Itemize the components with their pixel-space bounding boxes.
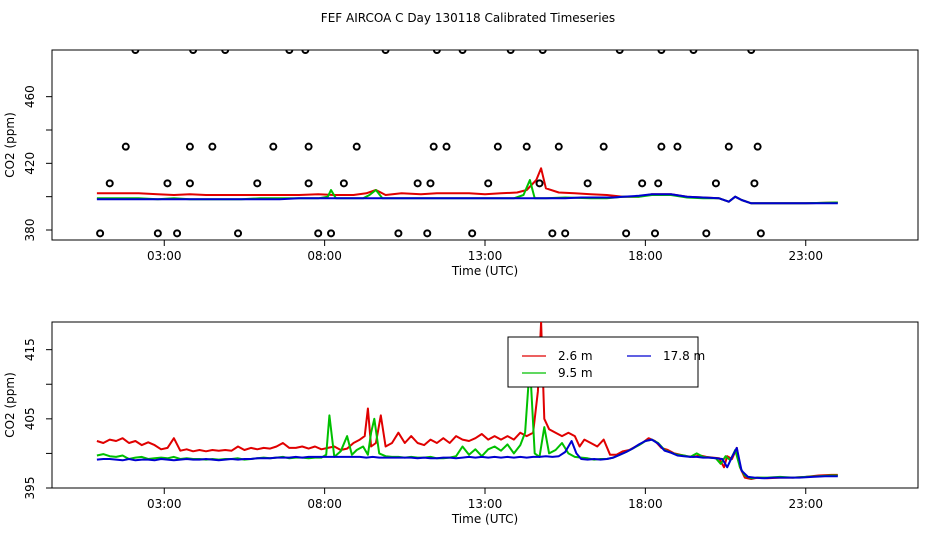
qc-point — [301, 50, 310, 54]
legend-label: 2.6 m — [558, 349, 593, 363]
qc-point — [304, 142, 313, 151]
x-tick-label: 03:00 — [147, 249, 182, 263]
qc-point — [673, 142, 682, 151]
x-tick-label: 08:00 — [307, 497, 342, 511]
figure-title: FEF AIRCOA C Day 130118 Calibrated Times… — [321, 11, 615, 25]
qc-point — [352, 142, 361, 151]
qc-point — [381, 50, 390, 54]
qc-point — [285, 50, 294, 54]
qc-point — [702, 229, 711, 238]
qc-point — [221, 50, 230, 54]
qc-point — [638, 179, 647, 188]
qc-point — [432, 50, 441, 54]
qc-point — [650, 229, 659, 238]
y-tick-label: 395 — [23, 477, 37, 500]
qc-point — [304, 179, 313, 188]
qc-point — [615, 50, 624, 54]
qc-point — [269, 142, 278, 151]
qc-point — [554, 142, 563, 151]
qc-point — [153, 229, 162, 238]
x-tick-label: 18:00 — [628, 497, 663, 511]
qc-point — [458, 50, 467, 54]
qc-point — [96, 229, 105, 238]
qc-point — [657, 142, 666, 151]
x-axis-label: Time (UTC) — [451, 512, 518, 526]
y-axis-label: CO2 (ppm) — [3, 112, 17, 178]
y-tick-label: 415 — [23, 338, 37, 361]
qc-point — [394, 229, 403, 238]
bottom-timeseries-panel: 03:00 08:00 13:00 18:00 23:00 395 405 415 Time (… — [3, 321, 919, 526]
y-tick-label: 405 — [23, 407, 37, 430]
qc-point — [185, 142, 194, 151]
qc-point — [339, 179, 348, 188]
qc-point — [493, 142, 502, 151]
plot-area — [96, 50, 838, 238]
qc-point — [747, 50, 756, 54]
qc-point — [750, 179, 759, 188]
qc-point — [189, 50, 198, 54]
qc-point — [535, 179, 544, 188]
qc-point — [234, 229, 243, 238]
qc-point — [599, 142, 608, 151]
qc-point — [423, 229, 432, 238]
x-tick-label: 03:00 — [147, 497, 182, 511]
qc-point — [622, 229, 631, 238]
y-tick-label: 380 — [23, 219, 37, 242]
series-line-17-8-mm — [96, 438, 838, 480]
qc-point — [561, 229, 570, 238]
y-tick-label: 420 — [23, 152, 37, 175]
qc-point — [506, 50, 515, 54]
x-tick-label: 13:00 — [468, 249, 503, 263]
qc-point — [538, 50, 547, 54]
qc-point — [173, 229, 182, 238]
legend-label: 9.5 m — [558, 366, 593, 380]
y-axis-label: CO2 (ppm) — [3, 372, 17, 438]
qc-point — [484, 179, 493, 188]
series-line-17-8-mm — [96, 193, 838, 205]
qc-point — [121, 142, 130, 151]
x-tick-label: 18:00 — [628, 249, 663, 263]
qc-point — [548, 229, 557, 238]
qc-point — [689, 50, 698, 54]
x-axis-label: Time (UTC) — [451, 264, 518, 278]
qc-point — [522, 142, 531, 151]
qc-point — [429, 142, 438, 151]
y-tick-label: 460 — [23, 85, 37, 108]
qc-point — [654, 179, 663, 188]
qc-point — [426, 179, 435, 188]
qc-point — [724, 142, 733, 151]
plot-frame — [51, 49, 919, 241]
plot-frame — [51, 321, 919, 489]
x-tick-label: 13:00 — [468, 497, 503, 511]
qc-point — [442, 142, 451, 151]
legend: 2.6 m 17.8 m 9.5 m — [507, 336, 705, 388]
qc-point — [711, 179, 720, 188]
qc-point — [583, 179, 592, 188]
qc-point — [327, 229, 336, 238]
qc-point — [208, 142, 217, 151]
qc-point — [468, 229, 477, 238]
x-tick-label: 23:00 — [788, 249, 823, 263]
series-line-2-6-mm — [96, 322, 838, 480]
plot-area — [96, 322, 838, 480]
qc-point — [753, 142, 762, 151]
qc-point — [657, 50, 666, 54]
qc-point — [185, 179, 194, 188]
qc-point — [413, 179, 422, 188]
qc-point — [756, 229, 765, 238]
qc-point — [314, 229, 323, 238]
x-tick-label: 23:00 — [788, 497, 823, 511]
qc-point — [131, 50, 140, 54]
qc-point — [163, 179, 172, 188]
legend-box — [507, 336, 699, 388]
qc-point — [105, 179, 114, 188]
qc-point — [253, 179, 262, 188]
x-tick-label: 08:00 — [307, 249, 342, 263]
legend-label: 17.8 m — [663, 349, 705, 363]
top-timeseries-panel: 03:00 08:00 13:00 18:00 23:00 380 420 460 Time (… — [3, 49, 919, 278]
